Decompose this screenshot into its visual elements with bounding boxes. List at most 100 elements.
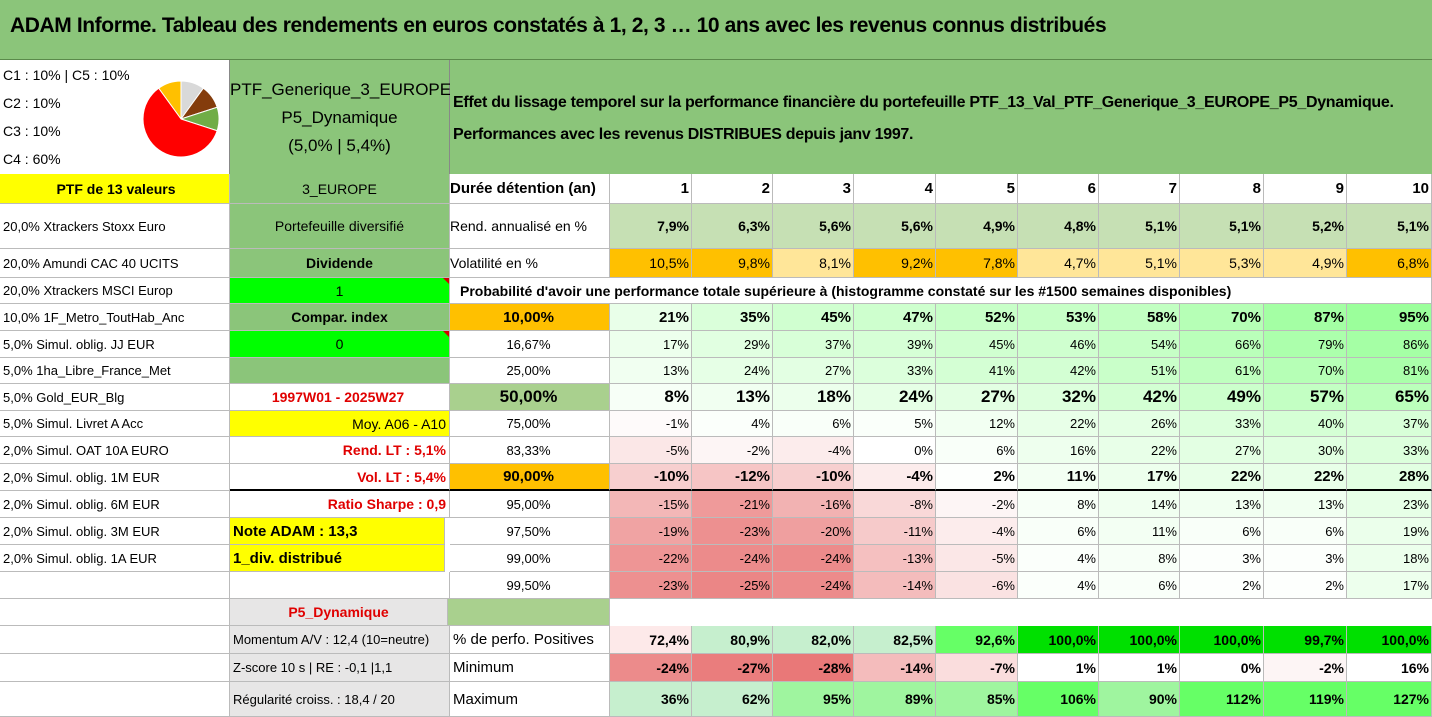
probability-threshold: 83,33% [450,437,610,464]
year-col-10: 10 [1347,174,1432,204]
description-line2: Performances avec les revenus DISTRIBUES… [453,126,914,143]
probability-value: 26% [1099,411,1180,437]
probability-value: 19% [1347,518,1432,545]
probability-value: -6% [936,572,1018,599]
max-value: 127% [1347,682,1432,717]
pos-value: 72,4% [610,626,692,654]
pos-value: 82,5% [854,626,936,654]
moy-label: Moy. A06 - A10 [230,411,450,437]
probability-value: 6% [936,437,1018,464]
probability-value: 3% [1180,545,1264,572]
vol-value: 6,8% [1347,249,1432,278]
holding-row: 2,0% Simul. oblig. 3M EUR [0,518,230,545]
probability-value: 32% [1018,384,1099,411]
middle-empty [230,572,450,599]
portfolio-name-line1: PTF_Generique_3_EUROPE_ [230,80,461,99]
pos-value: 92,6% [936,626,1018,654]
probability-value: 53% [1018,304,1099,331]
portfolio-name-panel: PTF_Generique_3_EUROPE_ P5_Dynamique (5,… [230,60,461,174]
portfolio-name-line3: (5,0% | 5,4%) [288,136,391,155]
probability-value: -23% [610,572,692,599]
pie-slice-c4 [142,87,218,158]
min-label: Minimum [450,654,610,682]
probability-value: 51% [1099,358,1180,384]
region-label: 3_EUROPE [230,174,450,204]
year-col-1: 1 [610,174,692,204]
probability-value: 24% [692,358,773,384]
probability-value: 28% [1347,464,1432,491]
probability-value: 79% [1264,331,1347,358]
probability-value: 52% [936,304,1018,331]
year-col-6: 6 [1018,174,1099,204]
probability-value: 29% [692,331,773,358]
probability-value: -13% [854,545,936,572]
probability-value: 66% [1180,331,1264,358]
regularite-label: Régularité croiss. : 18,4 / 20 [230,682,450,717]
probability-value: 4% [1018,572,1099,599]
pos-label: % de perfo. Positives [450,626,610,654]
pos-value: 99,7% [1264,626,1347,654]
probability-threshold: 99,00% [450,545,610,572]
bottom-left-empty [0,654,230,682]
dividend-label: Dividende [230,249,450,278]
min-value: 0% [1180,654,1264,682]
max-label: Maximum [450,682,610,717]
holding-row: 5,0% Simul. Livret A Acc [0,411,230,437]
rend-value: 5,1% [1180,204,1264,249]
probability-value: 22% [1264,464,1347,491]
min-value: -27% [692,654,773,682]
probability-value: 41% [936,358,1018,384]
probability-value: 18% [773,384,854,411]
rend-value: 5,1% [1099,204,1180,249]
momentum-label: Momentum A/V : 12,4 (10=neutre) [230,626,450,654]
rend-label: Rend. annualisé en % [450,204,610,249]
probability-value: 27% [936,384,1018,411]
vol-value: 7,8% [936,249,1018,278]
vol-value: 9,8% [692,249,773,278]
year-col-4: 4 [854,174,936,204]
probability-value: -5% [936,545,1018,572]
probability-value: -22% [610,545,692,572]
probability-value: 27% [773,358,854,384]
probability-value: -24% [773,545,854,572]
vol-value: 4,9% [1264,249,1347,278]
allocation-pie-chart [142,80,220,158]
probability-value: 87% [1264,304,1347,331]
min-value: -7% [936,654,1018,682]
vol-value: 5,1% [1099,249,1180,278]
probability-value: 35% [692,304,773,331]
rend-value: 4,8% [1018,204,1099,249]
holding-row: 2,0% Simul. oblig. 1A EUR [0,545,230,572]
probability-value: 2% [936,464,1018,491]
probability-value: -25% [692,572,773,599]
holdings-header: PTF de 13 valeurs [0,174,230,204]
probability-value: 40% [1264,411,1347,437]
probability-value: 86% [1347,331,1432,358]
div-label: 1_div. distribué [230,545,445,572]
probability-value: 33% [1180,411,1264,437]
probability-threshold: 10,00% [450,304,610,331]
probability-value: 45% [773,304,854,331]
probability-value: -19% [610,518,692,545]
probability-value: -24% [692,545,773,572]
probability-value: -2% [692,437,773,464]
probability-value: 22% [1099,437,1180,464]
report-title: ADAM Informe. Tableau des rendements en … [10,14,1107,37]
probability-value: 2% [1180,572,1264,599]
probability-value: 0% [854,437,936,464]
probability-value: -24% [773,572,854,599]
holding-row-empty [0,599,230,626]
min-value: -14% [854,654,936,682]
middle-empty [230,358,450,384]
holding-row: 2,0% Simul. oblig. 6M EUR [0,491,230,518]
probability-value: 54% [1099,331,1180,358]
year-col-7: 7 [1099,174,1180,204]
probability-value: 22% [1180,464,1264,491]
description-line1: Effet du lissage temporel sur la perform… [453,94,1394,111]
pos-value: 100,0% [1180,626,1264,654]
probability-threshold: 90,00% [450,464,610,491]
alloc-line-1: C1 : 10% | C5 : 10% [3,67,130,83]
probability-value: -5% [610,437,692,464]
year-col-3: 3 [773,174,854,204]
probability-value: 58% [1099,304,1180,331]
